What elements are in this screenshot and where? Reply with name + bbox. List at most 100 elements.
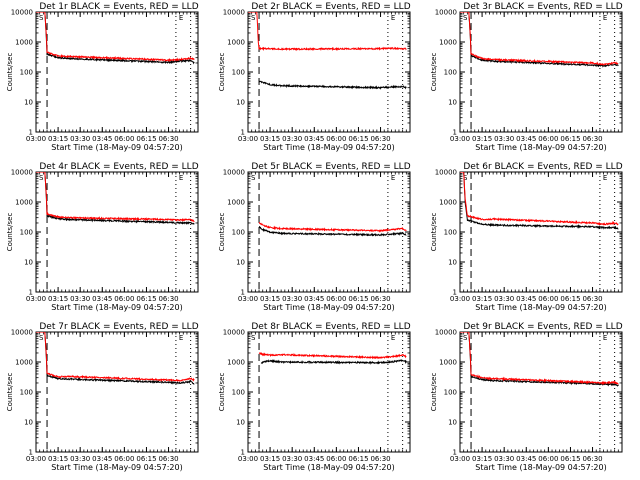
plot-2-corner-label-1: E xyxy=(391,14,395,22)
plot-5-title: Det 5r BLACK = Events, RED = LLD xyxy=(251,162,410,172)
plot-9: Det 9r BLACK = Events, RED = LLD 1 10 100 10… xyxy=(430,322,623,472)
plot-4-xtick-label-0: 03:00 xyxy=(26,295,46,303)
plot-4-xtick-label-6: 06:30 xyxy=(158,295,178,303)
plot-6-xlabel: Start Time (18-May-09 04:57:20) xyxy=(475,303,606,312)
plot-5-corner-label-0: S xyxy=(251,174,256,182)
plot-4-xtick-label-3: 03:45 xyxy=(92,295,112,303)
plot-3-corner-label-0: S xyxy=(463,14,468,22)
plot-5-xtick-label-5: 06:15 xyxy=(348,295,368,303)
plot-1-ytick-label-0: 1 xyxy=(29,129,33,137)
plot-6-ytick-label-1: 10 xyxy=(448,259,457,267)
plot-3-xtick-label-2: 03:30 xyxy=(494,135,514,143)
plot-5-xtick-label-6: 06:30 xyxy=(370,295,390,303)
plot-8-xtick-label-3: 03:45 xyxy=(304,455,324,463)
plot-9-axes-frame xyxy=(459,331,623,453)
plot-2-ytick-label-4: 10000 xyxy=(223,9,245,17)
plot-7-series-black xyxy=(36,332,195,385)
plot-5-ylabel: Counts/sec xyxy=(218,213,226,252)
plot-5-xtick-label-3: 03:45 xyxy=(304,295,324,303)
plot-4-series-red xyxy=(36,172,195,223)
plot-4-axes-frame xyxy=(35,171,199,293)
plot-1-corner-label-1: E xyxy=(179,14,183,22)
plot-3-ytick-label-2: 100 xyxy=(444,69,457,77)
plot-8-ytick-label-1: 10 xyxy=(236,419,245,427)
plot-2-xtick-label-4: 06:00 xyxy=(326,135,346,143)
plot-3-series-black xyxy=(460,12,619,68)
plot-9-xtick-label-1: 03:15 xyxy=(472,455,492,463)
plot-7-ylabel: Counts/sec xyxy=(6,373,14,412)
plot-9-xlabel: Start Time (18-May-09 04:57:20) xyxy=(475,463,606,472)
plot-9-title: Det 9r BLACK = Events, RED = LLD xyxy=(463,322,622,332)
plot-9-series-black xyxy=(460,332,619,387)
plot-7-xtick-label-2: 03:30 xyxy=(70,455,90,463)
plot-3-xtick-label-0: 03:00 xyxy=(450,135,470,143)
plot-8-ytick-label-4: 10000 xyxy=(223,329,245,337)
plot-8-series-red xyxy=(258,351,407,360)
plot-2-ytick-label-2: 100 xyxy=(232,69,245,77)
plot-2-xtick-label-5: 06:15 xyxy=(348,135,368,143)
plot-8-xlabel: Start Time (18-May-09 04:57:20) xyxy=(263,463,394,472)
plot-3-ytick-label-3: 1000 xyxy=(439,39,457,47)
plot-5-xtick-label-4: 06:00 xyxy=(326,295,346,303)
plot-2-title: Det 2r BLACK = Events, RED = LLD xyxy=(251,2,410,12)
plot-4-xtick-label-5: 06:15 xyxy=(136,295,156,303)
plot-2-xtick-label-1: 03:15 xyxy=(260,135,280,143)
plot-9-xtick-label-2: 03:30 xyxy=(494,455,514,463)
plot-5-ytick-label-3: 1000 xyxy=(227,199,245,207)
plot-3: Det 3r BLACK = Events, RED = LLD 1 10 100 10… xyxy=(430,2,623,152)
plot-3-xtick-label-6: 06:30 xyxy=(582,135,602,143)
plot-9-ytick-label-0: 1 xyxy=(453,449,457,457)
plot-7: Det 7r BLACK = Events, RED = LLD 1 10 100 10… xyxy=(6,322,199,472)
plot-2-axes-frame xyxy=(247,11,411,133)
plot-6-title: Det 6r BLACK = Events, RED = LLD xyxy=(463,162,622,172)
plot-2-xtick-label-0: 03:00 xyxy=(238,135,258,143)
plot-7-axes-frame xyxy=(35,331,199,453)
plot-8-ytick-label-2: 100 xyxy=(232,389,245,397)
plot-7-corner-label-1: E xyxy=(179,334,183,342)
plot-6-ylabel: Counts/sec xyxy=(430,213,438,252)
plot-8-xtick-label-6: 06:30 xyxy=(370,455,390,463)
plot-3-series-red xyxy=(460,12,619,66)
plot-2-xtick-label-2: 03:30 xyxy=(282,135,302,143)
plot-8: Det 8r BLACK = Events, RED = LLD 1 10 100 10… xyxy=(218,322,411,472)
plot-5-ytick-label-2: 100 xyxy=(232,229,245,237)
plot-7-corner-label-0: S xyxy=(39,334,44,342)
plot-5-ytick-label-0: 1 xyxy=(241,289,245,297)
plot-5-xtick-label-2: 03:30 xyxy=(282,295,302,303)
plot-5-series-red xyxy=(258,222,407,233)
plot-8-xtick-label-4: 06:00 xyxy=(326,455,346,463)
plot-7-ytick-label-2: 100 xyxy=(20,389,33,397)
plot-1-title: Det 1r BLACK = Events, RED = LLD xyxy=(39,2,198,12)
plot-6-ytick-label-3: 1000 xyxy=(439,199,457,207)
plot-9-corner-label-0: S xyxy=(463,334,468,342)
plot-4-xtick-label-1: 03:15 xyxy=(48,295,68,303)
plot-1-xtick-label-2: 03:30 xyxy=(70,135,90,143)
plot-8-xtick-label-1: 03:15 xyxy=(260,455,280,463)
plot-1-ytick-label-4: 10000 xyxy=(11,9,33,17)
plot-5-ytick-label-1: 10 xyxy=(236,259,245,267)
plot-9-ytick-label-2: 100 xyxy=(444,389,457,397)
plot-6-xtick-label-0: 03:00 xyxy=(450,295,470,303)
plot-3-xlabel: Start Time (18-May-09 04:57:20) xyxy=(475,143,606,152)
plot-4-series-black xyxy=(36,172,195,225)
plot-9-ytick-label-3: 1000 xyxy=(439,359,457,367)
plot-8-xtick-label-0: 03:00 xyxy=(238,455,258,463)
plot-7-series-red xyxy=(36,332,195,383)
plot-6-xtick-label-3: 03:45 xyxy=(516,295,536,303)
plot-2-ylabel: Counts/sec xyxy=(218,53,226,92)
plot-1-xtick-label-0: 03:00 xyxy=(26,135,46,143)
plot-7-xtick-label-0: 03:00 xyxy=(26,455,46,463)
plot-6-corner-label-1: E xyxy=(603,174,607,182)
plot-2-xtick-label-3: 03:45 xyxy=(304,135,324,143)
plot-9-xtick-label-6: 06:30 xyxy=(582,455,602,463)
plot-4-ytick-label-4: 10000 xyxy=(11,169,33,177)
plot-1-xlabel: Start Time (18-May-09 04:57:20) xyxy=(51,143,182,152)
plot-3-xtick-label-1: 03:15 xyxy=(472,135,492,143)
plot-3-ytick-label-4: 10000 xyxy=(435,9,457,17)
plot-6-xtick-label-6: 06:30 xyxy=(582,295,602,303)
plot-3-ytick-label-0: 1 xyxy=(453,129,457,137)
plot-1-ylabel: Counts/sec xyxy=(6,53,14,92)
plot-6-series-black xyxy=(460,172,619,230)
plot-2-xlabel: Start Time (18-May-09 04:57:20) xyxy=(263,143,394,152)
plot-3-xtick-label-3: 03:45 xyxy=(516,135,536,143)
